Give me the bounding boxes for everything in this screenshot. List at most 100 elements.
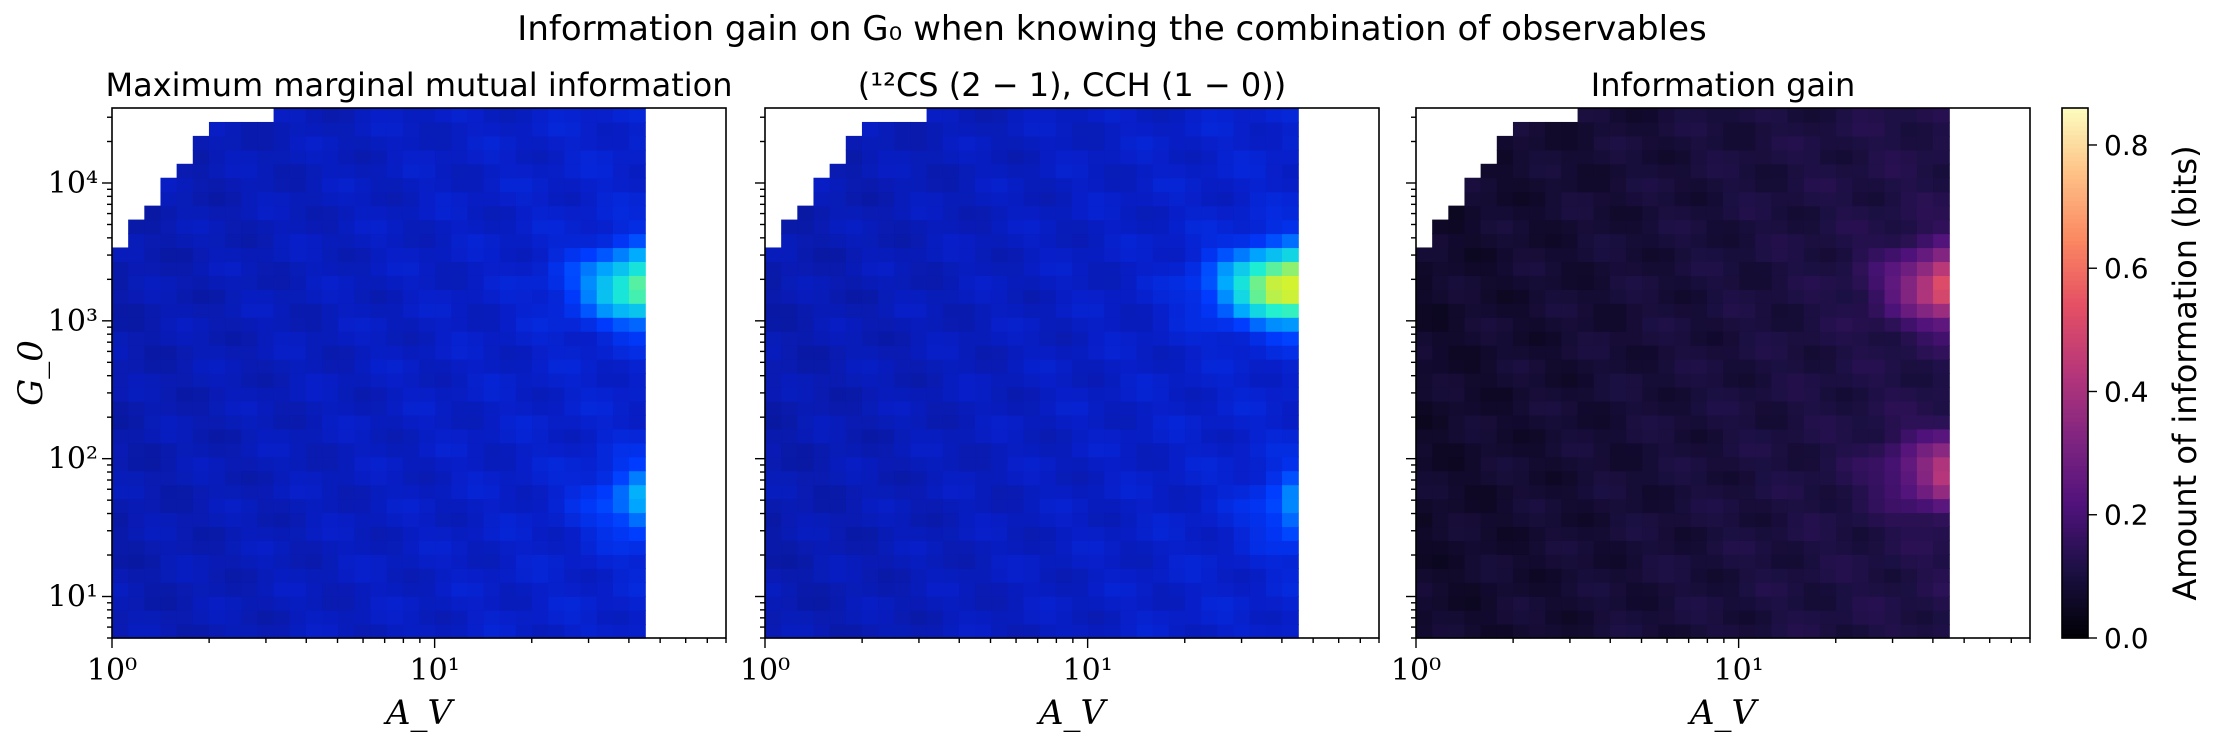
heatmap-cell [629, 373, 646, 388]
heatmap-cell [1723, 261, 1740, 276]
heatmap-cell [241, 247, 259, 263]
heatmap-cell [289, 317, 307, 332]
heatmap-cell [1577, 568, 1595, 583]
heatmap-cell [1496, 359, 1514, 374]
heatmap-cell [1771, 177, 1789, 193]
heatmap-cell [612, 331, 630, 346]
heatmap-cell [1690, 568, 1708, 583]
heatmap-cell [128, 498, 145, 514]
heatmap-cell [1916, 177, 1934, 193]
heatmap-cell [176, 331, 194, 346]
heatmap-cell [112, 317, 129, 332]
heatmap-cell [338, 442, 355, 458]
heatmap-cell [1120, 345, 1138, 360]
heatmap-cell [1120, 177, 1138, 193]
heatmap-cell [305, 610, 323, 625]
heatmap-cell [176, 610, 194, 625]
heatmap-cell [273, 163, 291, 179]
heatmap-cell [596, 289, 614, 304]
heatmap-cell [861, 191, 879, 207]
heatmap-cell [483, 191, 501, 207]
heatmap-cell [112, 247, 129, 263]
heatmap-cell [1626, 303, 1643, 318]
heatmap-cell [112, 261, 129, 276]
heatmap-cell [1739, 582, 1756, 597]
heatmap-cell [629, 108, 646, 123]
heatmap-cell [1868, 512, 1886, 528]
heatmap-cell [1088, 275, 1105, 290]
heatmap-cell [241, 624, 259, 639]
heatmap-cell [1039, 177, 1057, 193]
heatmap-cell [1265, 205, 1283, 221]
heatmap-cell [1512, 261, 1530, 276]
heatmap-cell [1496, 247, 1514, 263]
heatmap-cell [910, 582, 928, 597]
heatmap-cell [208, 289, 226, 304]
heatmap-cell [322, 261, 339, 276]
heatmap-cell [144, 219, 162, 235]
heatmap-cell [1561, 582, 1579, 597]
heatmap-cell [354, 498, 372, 514]
heatmap-cell [926, 512, 944, 528]
heatmap-cell [1852, 386, 1870, 402]
heatmap-cell [354, 247, 372, 263]
heatmap-cell [1152, 582, 1170, 597]
colorbar-segment [2062, 271, 2088, 277]
heatmap-cell [1916, 345, 1934, 360]
heatmap-cell [861, 498, 879, 514]
heatmap-cell [991, 359, 1008, 374]
heatmap-cell [160, 317, 178, 332]
heatmap-cell [1577, 191, 1595, 207]
heatmap-cell [1088, 526, 1105, 541]
heatmap-cell [532, 484, 549, 500]
heatmap-cell [1039, 303, 1057, 318]
heatmap-cell [370, 177, 388, 193]
heatmap-cell [241, 219, 259, 235]
heatmap-cell [386, 498, 404, 514]
heatmap-cell [241, 400, 259, 416]
heatmap-cell [1900, 149, 1918, 165]
heatmap-cell [1545, 205, 1563, 221]
heatmap-cell [580, 121, 598, 137]
heatmap-cell [1104, 596, 1122, 611]
heatmap-cell [1723, 163, 1740, 179]
heatmap-cell [1464, 498, 1482, 514]
heatmap-cell [612, 163, 630, 179]
heatmap-cell [1039, 540, 1057, 555]
heatmap-cell [1512, 610, 1530, 625]
heatmap-cell [1217, 624, 1235, 639]
heatmap-cell [1136, 345, 1154, 360]
heatmap-cell [991, 624, 1008, 639]
heatmap-cell [629, 233, 646, 249]
heatmap-cell [192, 247, 210, 263]
heatmap-cell [354, 359, 372, 374]
heatmap-cell [1577, 163, 1595, 179]
heatmap-cell [1265, 568, 1283, 583]
heatmap-cell [289, 582, 307, 597]
heatmap-cell [1282, 596, 1299, 611]
heatmap-cell [112, 596, 129, 611]
heatmap-cell [1088, 247, 1105, 263]
heatmap-cell [781, 261, 798, 276]
heatmap-cell [910, 233, 928, 249]
heatmap-cell [564, 177, 582, 193]
heatmap-cell [910, 121, 928, 137]
heatmap-cell [878, 149, 895, 165]
heatmap-cell [1626, 470, 1643, 486]
heatmap-cell [1642, 470, 1659, 486]
heatmap-cell [1803, 135, 1821, 151]
heatmap-cell [1432, 233, 1449, 249]
heatmap-cell [1152, 568, 1170, 583]
heatmap-cell [1136, 247, 1154, 263]
heatmap-cell [1868, 373, 1886, 388]
heatmap-cell [878, 484, 895, 500]
heatmap-cell [257, 582, 275, 597]
heatmap-cell [112, 303, 129, 318]
heatmap-cell [991, 400, 1008, 416]
heatmap-cell [1739, 163, 1756, 179]
heatmap-cell [564, 289, 582, 304]
heatmap-cell [1803, 261, 1821, 276]
heatmap-cell [958, 345, 976, 360]
heatmap-cell [1803, 456, 1821, 472]
heatmap-cell [1884, 624, 1902, 639]
